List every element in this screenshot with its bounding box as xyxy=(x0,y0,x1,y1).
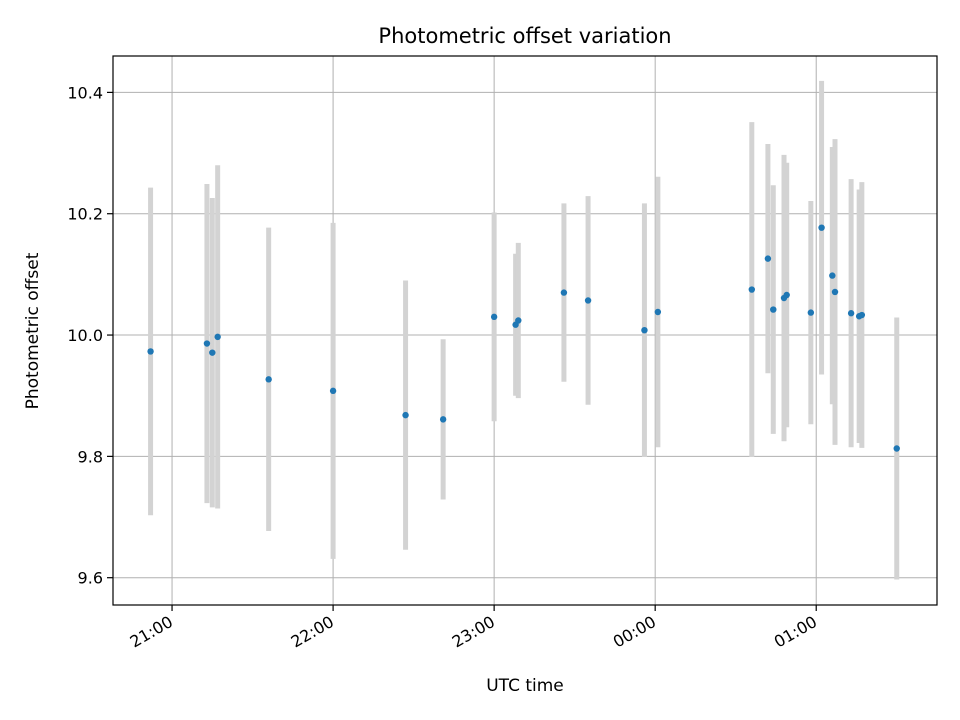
data-point xyxy=(770,306,777,313)
data-point xyxy=(893,445,900,452)
data-point xyxy=(329,387,337,395)
data-point xyxy=(858,311,866,319)
data-point xyxy=(654,308,662,316)
data-point xyxy=(560,289,568,296)
y-tick-label: 9.6 xyxy=(78,569,103,588)
chart-title: Photometric offset variation xyxy=(378,24,671,48)
data-point xyxy=(203,340,211,347)
data-point xyxy=(748,286,756,293)
data-point xyxy=(402,411,409,419)
data-point xyxy=(818,224,825,231)
data-point xyxy=(831,288,839,296)
data-point xyxy=(641,326,648,334)
data-point xyxy=(490,313,498,321)
data-point xyxy=(209,349,216,356)
data-point xyxy=(214,333,221,341)
data-point xyxy=(829,272,836,279)
data-point xyxy=(584,297,592,304)
data-point xyxy=(847,310,855,317)
data-point xyxy=(764,255,772,262)
data-point xyxy=(265,376,272,383)
data-point xyxy=(783,291,790,299)
plot-frame xyxy=(112,55,938,606)
y-tick-label: 10.4 xyxy=(67,83,103,102)
y-axis-label: Photometric offset xyxy=(23,252,43,409)
data-point xyxy=(147,348,154,355)
y-tick-label: 10.0 xyxy=(67,326,103,345)
data-point xyxy=(515,317,522,324)
x-axis-label: UTC time xyxy=(486,676,564,696)
y-tick-label: 9.8 xyxy=(78,447,103,466)
data-point xyxy=(807,309,815,316)
data-point xyxy=(439,416,447,423)
y-tick-label: 10.2 xyxy=(67,205,103,224)
data-points xyxy=(147,224,900,452)
